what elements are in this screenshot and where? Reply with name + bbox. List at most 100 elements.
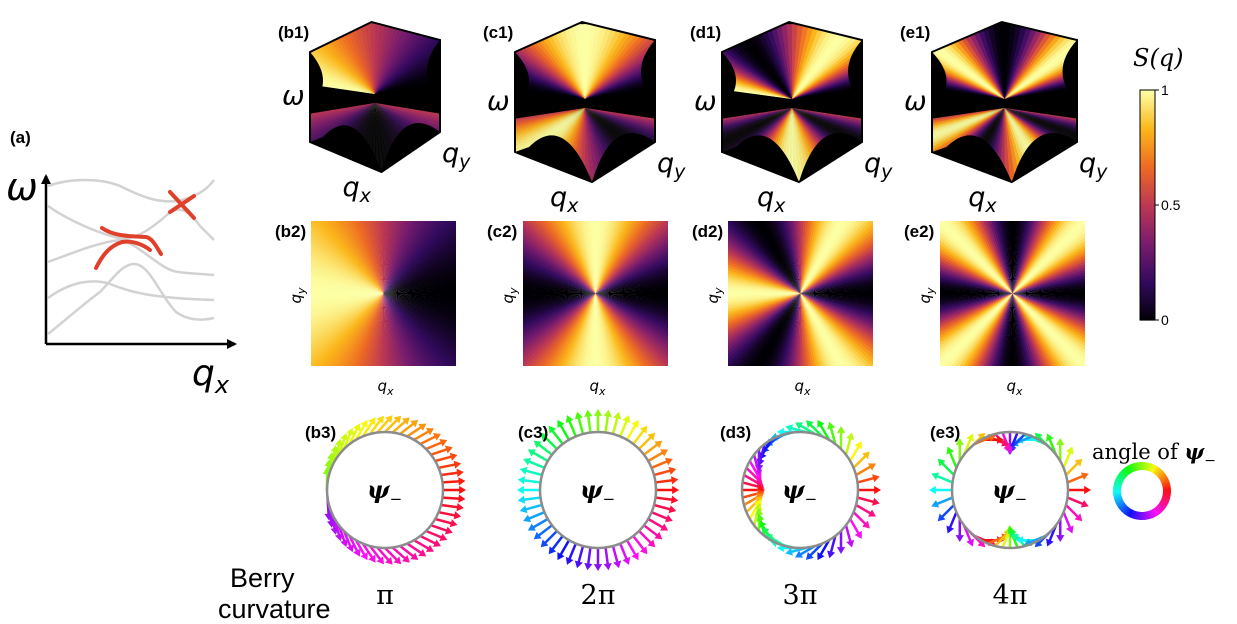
map-wedge <box>523 278 596 294</box>
map-wedge <box>344 293 384 366</box>
arrow-head <box>574 560 583 569</box>
map-wedges <box>728 221 873 366</box>
lower-surface-wedge <box>515 108 585 163</box>
upper-surface-wedge <box>932 56 1005 99</box>
map-wedge <box>994 293 1013 366</box>
map-wedge <box>383 221 454 294</box>
upper-surface-wedge <box>993 24 1005 99</box>
map-wedge <box>582 293 596 366</box>
colorbar-segment <box>1140 274 1155 277</box>
arrow-head <box>759 520 767 529</box>
upper-surface-wedge <box>585 37 655 99</box>
arrow-shaft <box>1067 474 1085 484</box>
upper-surface-wedge <box>310 35 375 94</box>
lower-surface-wedge <box>932 108 1005 161</box>
map-wedge <box>800 293 873 323</box>
arrow-shaft <box>1067 496 1085 506</box>
arrow-head <box>540 432 549 441</box>
upper-surface-wedge <box>579 24 587 100</box>
arrow-shaft <box>651 459 669 469</box>
arrow-head <box>756 513 765 522</box>
lower-surface-wedge <box>1004 108 1077 137</box>
colorbar-segment <box>1140 283 1155 287</box>
lower-surface-wedge <box>585 108 655 155</box>
colorbar-segment <box>1140 142 1155 146</box>
arrow-shaft <box>638 530 653 545</box>
lower-surface-wedge <box>585 108 655 128</box>
map-wedge <box>311 254 384 294</box>
map-wedge <box>595 221 611 294</box>
arrow-shaft <box>531 517 549 530</box>
upper-surface-wedge <box>722 54 792 99</box>
arrow-head <box>418 423 427 431</box>
band-curve <box>47 238 215 277</box>
arrow-shaft <box>536 442 553 456</box>
upper-surface-wedge <box>792 81 862 99</box>
arrow-head <box>458 494 466 503</box>
colorbar-segment <box>1140 313 1155 316</box>
lower-surface-wedge <box>310 103 375 153</box>
map-wedge <box>940 269 1013 294</box>
colorbar-segment <box>1140 234 1155 238</box>
arrow-shaft <box>434 455 453 463</box>
upper-surface-wedge <box>515 39 585 99</box>
cube-shadow <box>641 40 655 102</box>
colorbar-segment <box>1140 182 1155 185</box>
upper-surface-wedge <box>585 78 655 99</box>
arrow-shaft <box>434 517 453 525</box>
cube-panel-c1: (c1) ω qx qy <box>483 20 686 217</box>
upper-surface-wedge <box>344 24 375 95</box>
colorbar-segment <box>1140 303 1155 307</box>
arrow-shaft <box>948 511 958 530</box>
arrow-shaft <box>376 546 391 562</box>
arrow-head <box>449 519 458 528</box>
upper-surface-wedge <box>375 51 440 94</box>
map-wedge <box>940 264 1013 294</box>
upper-surface-wedge <box>792 35 859 99</box>
upper-surface-wedge <box>585 69 655 99</box>
colorbar-segment <box>1140 241 1155 245</box>
colorbar-segment <box>1140 149 1155 153</box>
colorbar-segment <box>1140 221 1155 224</box>
map-wedge <box>595 293 668 307</box>
berry-label-line2: curvature <box>218 594 331 624</box>
upper-surface-wedge <box>310 50 375 94</box>
lower-surface-wedge <box>792 108 862 143</box>
arrow-head <box>384 415 393 424</box>
map-wedge <box>800 293 873 299</box>
arrow-shaft <box>543 530 558 545</box>
map-wedge <box>800 221 846 294</box>
cube-surfaces <box>310 23 440 172</box>
map-wedge <box>383 221 449 294</box>
arrow-shaft <box>643 442 660 456</box>
arrow-head <box>523 514 532 523</box>
map-wedge <box>800 293 873 366</box>
arrow-shaft <box>438 510 457 517</box>
upper-surface-wedge <box>759 26 792 99</box>
colorbar-segment <box>1140 90 1155 93</box>
arrow-shaft <box>354 539 367 557</box>
map-wedge <box>728 290 801 294</box>
map-wedge <box>595 293 668 326</box>
upper-surface-wedge <box>340 25 375 95</box>
map-wedge <box>523 254 596 294</box>
arrow-head <box>334 533 343 542</box>
upper-surface-wedge <box>364 23 375 94</box>
map-wedge <box>1012 293 1085 347</box>
colorbar-segment <box>1140 285 1155 289</box>
upper-surface-wedge <box>310 41 375 94</box>
arrow-shaft <box>852 511 868 526</box>
upper-surface-wedge <box>945 32 1005 100</box>
arrow-head <box>432 433 441 441</box>
map-wedge <box>383 293 456 359</box>
map-wedge <box>800 293 873 315</box>
arrow-head <box>603 409 612 418</box>
arrow-shaft <box>348 535 359 553</box>
upper-surface-wedge <box>354 23 375 94</box>
map-wedge <box>383 293 456 315</box>
arrow-head <box>444 445 453 454</box>
colorbar-segment <box>1140 99 1155 103</box>
map-wedge <box>523 221 596 294</box>
lower-surface-wedge <box>585 108 655 152</box>
upper-surface-wedge <box>932 43 1005 99</box>
